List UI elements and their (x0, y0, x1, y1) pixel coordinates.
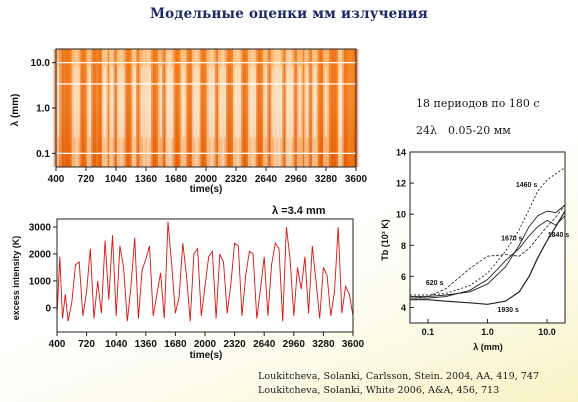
tb-series-line (410, 210, 566, 305)
references: Loukitcheva, Solanki, Carlsson, Stein. 2… (258, 370, 578, 398)
intensity-y-tick-label: 3000 (29, 223, 52, 234)
lambda-count-note: 24λ (416, 124, 437, 137)
heatmap-y-tick-label: 1.0 (36, 104, 50, 115)
intensity-y-tick-label: 1000 (29, 276, 52, 287)
heatmap-x-tick-label: 3600 (345, 174, 368, 185)
intensity-x-tick-label: 2960 (283, 339, 306, 350)
reference-2: Loukitcheva, Solanki, White 2006, A&A, 4… (258, 385, 500, 396)
intensity-plot-background (57, 219, 353, 332)
intensity-x-tick-label: 1680 (164, 339, 187, 350)
heatmap-x-tick-label: 400 (48, 174, 65, 185)
intensity-x-tick-label: 2320 (223, 339, 246, 350)
periods-note: 18 периодов по 180 с (416, 97, 540, 110)
tb-series-line (409, 204, 566, 299)
heatmap-y-tick-label: 0.1 (36, 149, 50, 160)
intensity-x-tick-label: 1360 (135, 339, 158, 350)
tb-annotation: 1670 s (501, 235, 523, 242)
tb-y-tick-label: 6 (401, 272, 406, 282)
intensity-x-tick-label: 3280 (312, 339, 335, 350)
heatmap-x-tick-label: 1360 (135, 174, 158, 185)
intensity-chart-title: λ =3.4 mm (272, 205, 326, 217)
intensity-x-ticks: 400 720 1040 1360 1680 2000 2320 2640 2960 3280 36… (49, 332, 365, 350)
intensity-chart: λ =3.4 mm 3000 2000 1000 0 400 720 1040 1360 16… (11, 205, 365, 361)
tb-x-tick-label: 1.0 (481, 327, 494, 337)
tb-y-ticks: 4 6 8 10 12 14 (396, 148, 414, 313)
tb-x-tick-label: 0.1 (422, 327, 435, 337)
tb-annotation: 1460 s (516, 182, 538, 189)
tb-x-axis-label: λ (mm) (473, 342, 503, 352)
heatmap-x-axis-label: time(s) (190, 184, 223, 195)
tb-series-line (410, 215, 566, 299)
heatmap-x-tick-label: 720 (78, 174, 95, 185)
heatmap-x-tick-label: 2640 (255, 174, 278, 185)
heatmap-x-tick-label: 2320 (225, 174, 248, 185)
intensity-y-tick-label: 2000 (29, 249, 52, 260)
heatmap-x-tick-label: 3280 (315, 174, 338, 185)
intensity-x-axis-label: time(s) (190, 350, 223, 361)
tb-y-tick-label: 4 (401, 303, 406, 313)
tb-series-lines (409, 167, 566, 305)
tb-x-ticks: 0.1 1.0 10.0 (422, 319, 556, 337)
tb-y-tick-label: 12 (396, 179, 406, 189)
heatmap-y-tick-label: 10.0 (31, 58, 51, 69)
lambda-range-note: 0.05-20 мм (448, 124, 511, 137)
heatmap-x-ticks: 400 720 1040 1360 1680 2000 2320 2640 2960 3280 36… (48, 167, 368, 185)
heatmap-x-tick-label: 2960 (285, 174, 308, 185)
heatmap-x-tick-label: 1680 (165, 174, 188, 185)
intensity-series-line (56, 221, 354, 322)
heatmap-x-tick-label: 1040 (105, 174, 128, 185)
intensity-y-tick-label: 0 (45, 303, 51, 314)
heatmap-overlay (56, 49, 356, 167)
intensity-x-tick-label: 400 (49, 339, 66, 350)
intensity-x-tick-label: 2000 (194, 339, 217, 350)
tb-x-tick-label: 10.0 (538, 327, 556, 337)
tb-series-line (410, 204, 566, 298)
heatmap-chart: 10.0 1.0 0.1 400 720 1040 1360 1680 2000 2320 264… (10, 48, 368, 195)
tb-annotation: 620 s (426, 280, 444, 287)
tb-y-tick-label: 10 (396, 210, 406, 220)
tb-y-axis-label: Tb (10³ K) (380, 219, 390, 261)
heatmap-reference-lines (56, 62, 356, 154)
tb-annotation: 1840 s (548, 232, 570, 239)
tb-series-line (410, 167, 566, 296)
intensity-x-tick-label: 1040 (105, 339, 128, 350)
heatmap-x-tick-label: 2000 (195, 174, 218, 185)
tb-y-tick-label: 14 (396, 148, 406, 158)
intensity-y-ticks: 3000 2000 1000 0 (29, 223, 57, 314)
intensity-x-tick-label: 3600 (342, 339, 365, 350)
intensity-y-axis-label: excess intensity (K) (11, 236, 21, 321)
reference-1: Loukitcheva, Solanki, Carlsson, Stein. 2… (258, 371, 540, 382)
tb-annotation: 1930 s (497, 307, 519, 314)
intensity-x-tick-label: 2640 (253, 339, 276, 350)
tb-y-tick-label: 8 (401, 241, 406, 251)
intensity-x-tick-label: 720 (78, 339, 95, 350)
heatmap-y-ticks: 10.0 1.0 0.1 (31, 58, 56, 160)
heatmap-y-axis-label: λ (mm) (10, 94, 21, 127)
slide-title: Модельные оценки мм излучения (150, 6, 428, 22)
tb-annotations: 1460 s 1670 s 1840 s 620 s 1930 s (426, 182, 569, 314)
